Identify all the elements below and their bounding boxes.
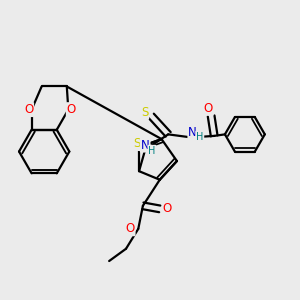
Text: H: H [148, 146, 156, 156]
Text: N: N [188, 126, 197, 139]
Text: S: S [133, 137, 140, 150]
Text: O: O [67, 103, 76, 116]
Text: O: O [163, 202, 172, 215]
Text: S: S [141, 106, 148, 119]
Text: N: N [141, 139, 150, 152]
Text: O: O [24, 103, 33, 116]
Text: H: H [196, 131, 203, 142]
Text: O: O [203, 102, 213, 115]
Text: O: O [125, 222, 135, 235]
